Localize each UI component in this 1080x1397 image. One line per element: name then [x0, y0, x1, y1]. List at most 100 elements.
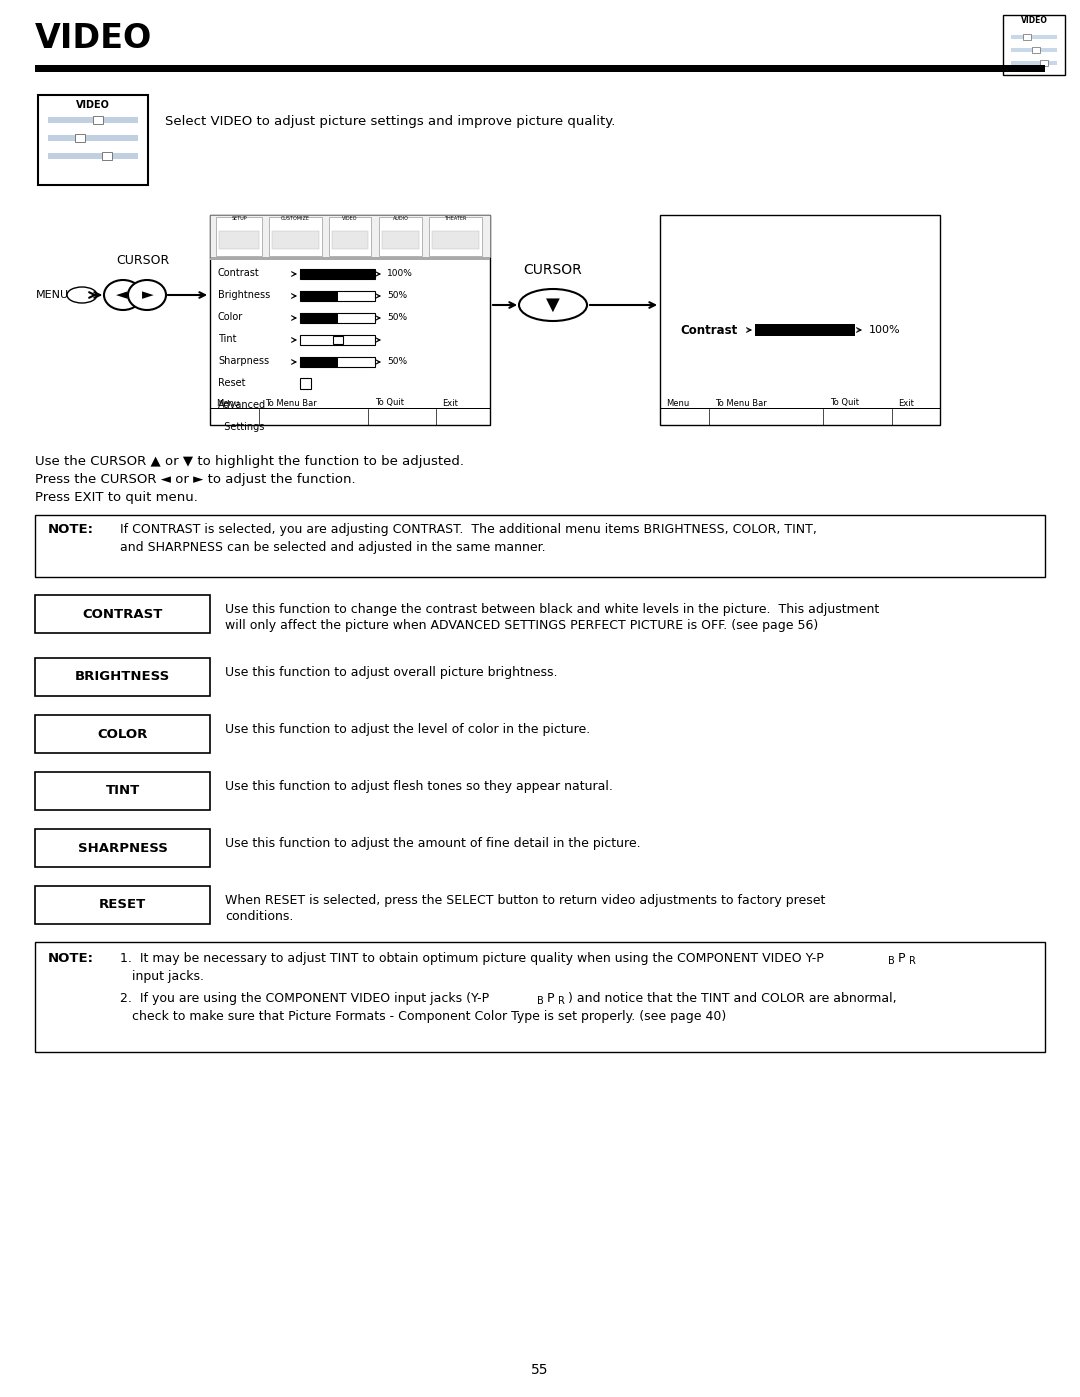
Text: B: B	[888, 956, 894, 965]
Text: CURSOR: CURSOR	[117, 253, 170, 267]
Bar	[93, 116, 103, 124]
Text: If CONTRAST is selected, you are adjusting CONTRAST.  The additional menu items : If CONTRAST is selected, you are adjusti…	[120, 522, 816, 536]
Text: Use this function to adjust flesh tones so they appear natural.: Use this function to adjust flesh tones …	[225, 780, 612, 793]
Bar	[300, 313, 375, 323]
Text: VIDEO: VIDEO	[1021, 15, 1048, 25]
Bar	[75, 134, 84, 142]
Bar	[1040, 60, 1048, 66]
Text: AUDIO: AUDIO	[392, 217, 408, 221]
Text: CUSTOMIZE: CUSTOMIZE	[281, 217, 310, 221]
Text: ) and notice that the TINT and COLOR are abnormal,: ) and notice that the TINT and COLOR are…	[568, 992, 896, 1004]
Text: 100%: 100%	[387, 270, 413, 278]
Text: Contrast: Contrast	[218, 268, 260, 278]
Text: Use this function to change the contrast between black and white levels in the p: Use this function to change the contrast…	[225, 604, 879, 616]
Bar	[1032, 47, 1040, 53]
Bar	[300, 379, 311, 388]
Bar	[329, 217, 372, 256]
Text: Use this function to adjust overall picture brightness.: Use this function to adjust overall pict…	[225, 666, 557, 679]
Bar	[35, 773, 210, 810]
Bar	[1011, 35, 1057, 39]
Text: conditions.: conditions.	[225, 909, 294, 923]
Bar	[210, 215, 490, 425]
Text: Brightness: Brightness	[218, 291, 270, 300]
Text: BRIGHTNESS: BRIGHTNESS	[75, 671, 171, 683]
Text: VIDEO: VIDEO	[35, 22, 152, 54]
Bar	[35, 828, 210, 868]
Text: input jacks.: input jacks.	[132, 970, 204, 983]
Bar	[210, 258, 490, 260]
Bar	[219, 231, 259, 249]
Text: P: P	[546, 992, 554, 1004]
Bar	[432, 231, 480, 249]
Text: Use this function to adjust the level of color in the picture.: Use this function to adjust the level of…	[225, 724, 591, 736]
Text: Menu: Menu	[666, 398, 689, 408]
Text: Exit: Exit	[442, 398, 458, 408]
Text: Settings: Settings	[218, 422, 265, 432]
Text: Use the CURSOR ▲ or ▼ to highlight the function to be adjusted.: Use the CURSOR ▲ or ▼ to highlight the f…	[35, 455, 464, 468]
Text: MENU: MENU	[36, 291, 68, 300]
Text: Select VIDEO to adjust picture settings and improve picture quality.: Select VIDEO to adjust picture settings …	[165, 115, 616, 129]
Bar	[35, 595, 210, 633]
Text: Press the CURSOR ◄ or ► to adjust the function.: Press the CURSOR ◄ or ► to adjust the fu…	[35, 474, 355, 486]
Bar	[1003, 15, 1065, 75]
Text: 1.  It may be necessary to adjust TINT to obtain optimum picture quality when us: 1. It may be necessary to adjust TINT to…	[120, 951, 824, 965]
Bar	[35, 942, 1045, 1052]
Text: R: R	[558, 996, 565, 1006]
Text: CURSOR: CURSOR	[524, 263, 582, 277]
Text: SETUP: SETUP	[231, 217, 247, 221]
Text: NOTE:: NOTE:	[48, 951, 94, 965]
Bar	[272, 231, 319, 249]
Text: CONTRAST: CONTRAST	[82, 608, 163, 620]
Text: Exit: Exit	[897, 398, 914, 408]
Text: 100%: 100%	[869, 326, 901, 335]
Text: THEATER: THEATER	[444, 217, 467, 221]
Text: When RESET is selected, press the SELECT button to return video adjustments to f: When RESET is selected, press the SELECT…	[225, 894, 825, 907]
Bar	[660, 215, 940, 425]
Text: 50%: 50%	[387, 313, 407, 323]
Text: COLOR: COLOR	[97, 728, 148, 740]
Bar	[35, 658, 210, 696]
Bar	[210, 215, 490, 257]
Text: P: P	[897, 951, 905, 965]
Text: ◄: ◄	[117, 288, 127, 303]
Text: To Menu Bar: To Menu Bar	[265, 398, 316, 408]
Text: TINT: TINT	[106, 785, 139, 798]
Bar	[379, 217, 422, 256]
Bar	[300, 270, 375, 279]
Text: To Menu Bar: To Menu Bar	[715, 398, 767, 408]
Bar	[35, 886, 210, 923]
Text: SHARPNESS: SHARPNESS	[78, 841, 167, 855]
Text: VIDEO: VIDEO	[342, 217, 357, 221]
Text: R: R	[909, 956, 916, 965]
Text: To Quit: To Quit	[375, 398, 404, 408]
Text: 50%: 50%	[387, 292, 407, 300]
Text: RESET: RESET	[99, 898, 146, 911]
Bar	[300, 358, 375, 367]
Ellipse shape	[67, 286, 97, 303]
Text: check to make sure that Picture Formats - Component Color Type is set properly. : check to make sure that Picture Formats …	[132, 1010, 726, 1023]
Text: VIDEO: VIDEO	[76, 101, 110, 110]
Bar	[35, 715, 210, 753]
Bar	[35, 515, 1045, 577]
Bar	[38, 95, 148, 184]
Text: Use this function to adjust the amount of fine detail in the picture.: Use this function to adjust the amount o…	[225, 837, 640, 849]
Text: ►: ►	[143, 288, 153, 303]
Text: Advanced: Advanced	[218, 400, 266, 409]
Text: 55: 55	[531, 1363, 549, 1377]
Bar	[216, 217, 262, 256]
Text: NOTE:: NOTE:	[48, 522, 94, 536]
Text: Contrast: Contrast	[680, 324, 738, 337]
Bar	[333, 337, 342, 344]
Bar	[300, 358, 337, 367]
Bar	[48, 154, 138, 159]
Ellipse shape	[104, 279, 141, 310]
Text: Reset: Reset	[218, 379, 245, 388]
Text: Sharpness: Sharpness	[218, 356, 269, 366]
Text: Menu: Menu	[216, 398, 240, 408]
Ellipse shape	[519, 289, 588, 321]
Bar	[1011, 61, 1057, 66]
Text: Color: Color	[218, 312, 243, 321]
Bar	[48, 136, 138, 141]
Text: ▼: ▼	[546, 296, 559, 314]
Bar	[269, 217, 322, 256]
